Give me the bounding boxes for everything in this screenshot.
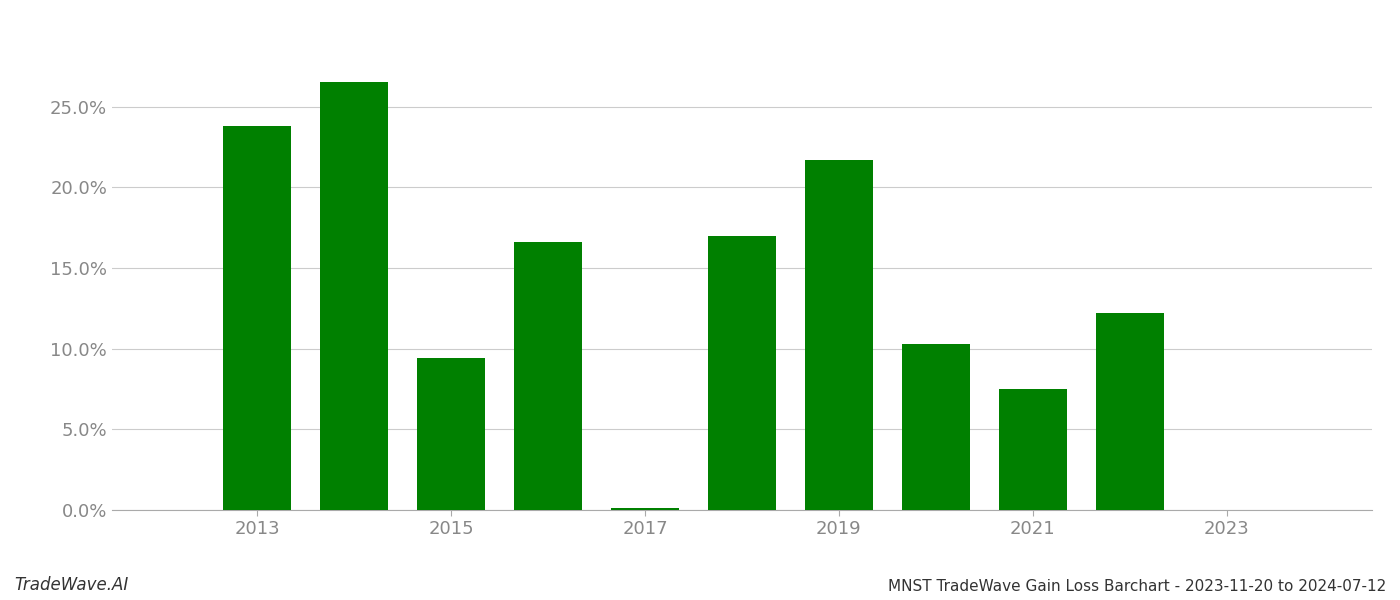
Text: MNST TradeWave Gain Loss Barchart - 2023-11-20 to 2024-07-12: MNST TradeWave Gain Loss Barchart - 2023… xyxy=(888,579,1386,594)
Text: TradeWave.AI: TradeWave.AI xyxy=(14,576,129,594)
Bar xyxy=(902,344,970,510)
Bar xyxy=(417,358,486,510)
Bar xyxy=(224,126,291,510)
Bar xyxy=(805,160,872,510)
Bar xyxy=(321,82,388,510)
Bar xyxy=(1096,313,1163,510)
Bar xyxy=(612,508,679,510)
Bar xyxy=(514,242,582,510)
Bar xyxy=(998,389,1067,510)
Bar xyxy=(708,236,776,510)
